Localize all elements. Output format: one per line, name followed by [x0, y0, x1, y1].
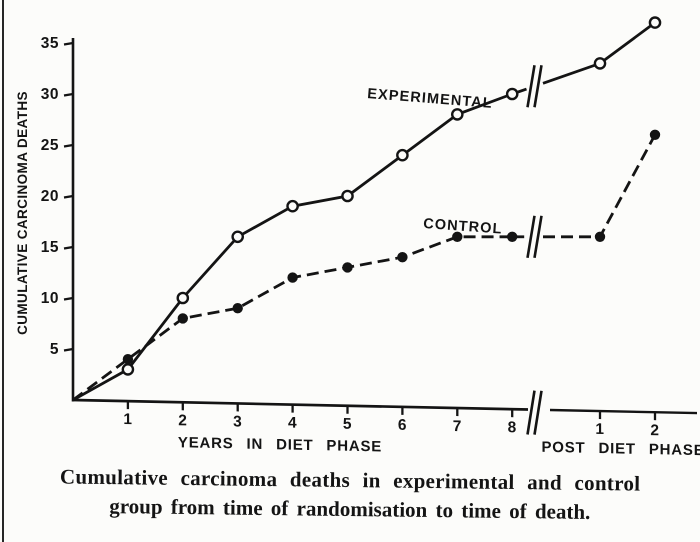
- carcinoma-deaths-line-chart: 1 2 3 4 5 6 7 8 1 2 YEARS IN DIET PHASE POST DIET P…: [15, 16, 700, 459]
- y-tick-label: 10: [41, 290, 59, 307]
- x-axis-break-icon: [526, 390, 543, 435]
- filled-circle-marker: [177, 313, 189, 324]
- y-tick: [63, 143, 74, 148]
- x-tick-label: 5: [343, 416, 352, 433]
- open-circle-marker: [648, 16, 662, 29]
- open-circle-marker: [593, 57, 607, 70]
- control-line: [72, 235, 513, 402]
- filled-circle-marker: [507, 231, 518, 243]
- y-tick: [63, 194, 74, 199]
- open-circle-marker: [121, 363, 135, 376]
- series-label-control: CONTROL: [423, 216, 503, 237]
- y-axis: 5 10 15 20 25 30 35 CUMULATIVE CARCINOMA DEATHS: [15, 35, 75, 402]
- figure-caption: Cumulative carcinoma deaths in experimen…: [0, 462, 700, 529]
- y-tick: [63, 41, 74, 46]
- y-tick: [63, 296, 74, 301]
- experimental-line: [72, 92, 513, 402]
- y-tick: [63, 347, 74, 352]
- filled-circle-marker: [287, 272, 298, 283]
- filled-circle-marker: [397, 252, 408, 263]
- x-tick-label: 1: [123, 411, 132, 428]
- x-tick-label: 8: [508, 419, 517, 436]
- open-circle-marker: [286, 199, 299, 213]
- open-circle-marker: [341, 189, 354, 203]
- x-tick-label: 2: [650, 422, 659, 439]
- open-circle-marker: [505, 87, 519, 101]
- x-tick-label: 3: [233, 413, 242, 430]
- x-tick-label: 7: [453, 418, 462, 435]
- y-tick: [63, 92, 74, 97]
- control-line-break-icon: [526, 215, 543, 259]
- filled-circle-marker: [594, 231, 606, 243]
- y-axis-title: CUMULATIVE CARCINOMA DEATHS: [15, 91, 30, 335]
- series-label-experimental: EXPERIMENTAL: [367, 86, 494, 112]
- x-tick-label: 6: [398, 417, 407, 434]
- y-tick-label: 5: [50, 341, 59, 358]
- x-tick-label: 2: [178, 412, 187, 429]
- x-tick-label: 1: [595, 421, 604, 438]
- filled-circle-marker: [342, 262, 353, 273]
- filled-circle-marker: [232, 303, 243, 314]
- series-experimental: EXPERIMENTAL: [72, 16, 662, 402]
- open-circle-marker: [231, 230, 244, 244]
- open-circle-marker: [396, 148, 409, 162]
- open-circle-marker: [450, 108, 464, 121]
- open-circle-marker: [176, 291, 190, 305]
- y-tick-label: 15: [41, 239, 59, 256]
- filled-circle-marker: [122, 354, 134, 365]
- y-tick-label: 30: [41, 86, 59, 103]
- y-tick-label: 25: [41, 137, 59, 154]
- scan-edge-artifact: [2, 0, 4, 542]
- x-axis-label-post-phase: POST DIET PHASE: [541, 439, 700, 459]
- x-axis-label-diet-phase: YEARS IN DIET PHASE: [178, 434, 382, 455]
- experimental-line-break-icon: [526, 65, 543, 108]
- y-tick: [63, 245, 74, 250]
- y-tick-label: 20: [41, 188, 59, 205]
- x-axis: 1 2 3 4 5 6 7 8 1 2 YEARS IN DIET PHASE POST DIET P…: [73, 390, 700, 459]
- y-tick-label: 35: [41, 35, 59, 52]
- x-tick-label: 4: [288, 415, 297, 432]
- filled-circle-marker: [649, 129, 661, 141]
- filled-circle-marker: [452, 231, 463, 243]
- series-control: CONTROL: [72, 129, 661, 402]
